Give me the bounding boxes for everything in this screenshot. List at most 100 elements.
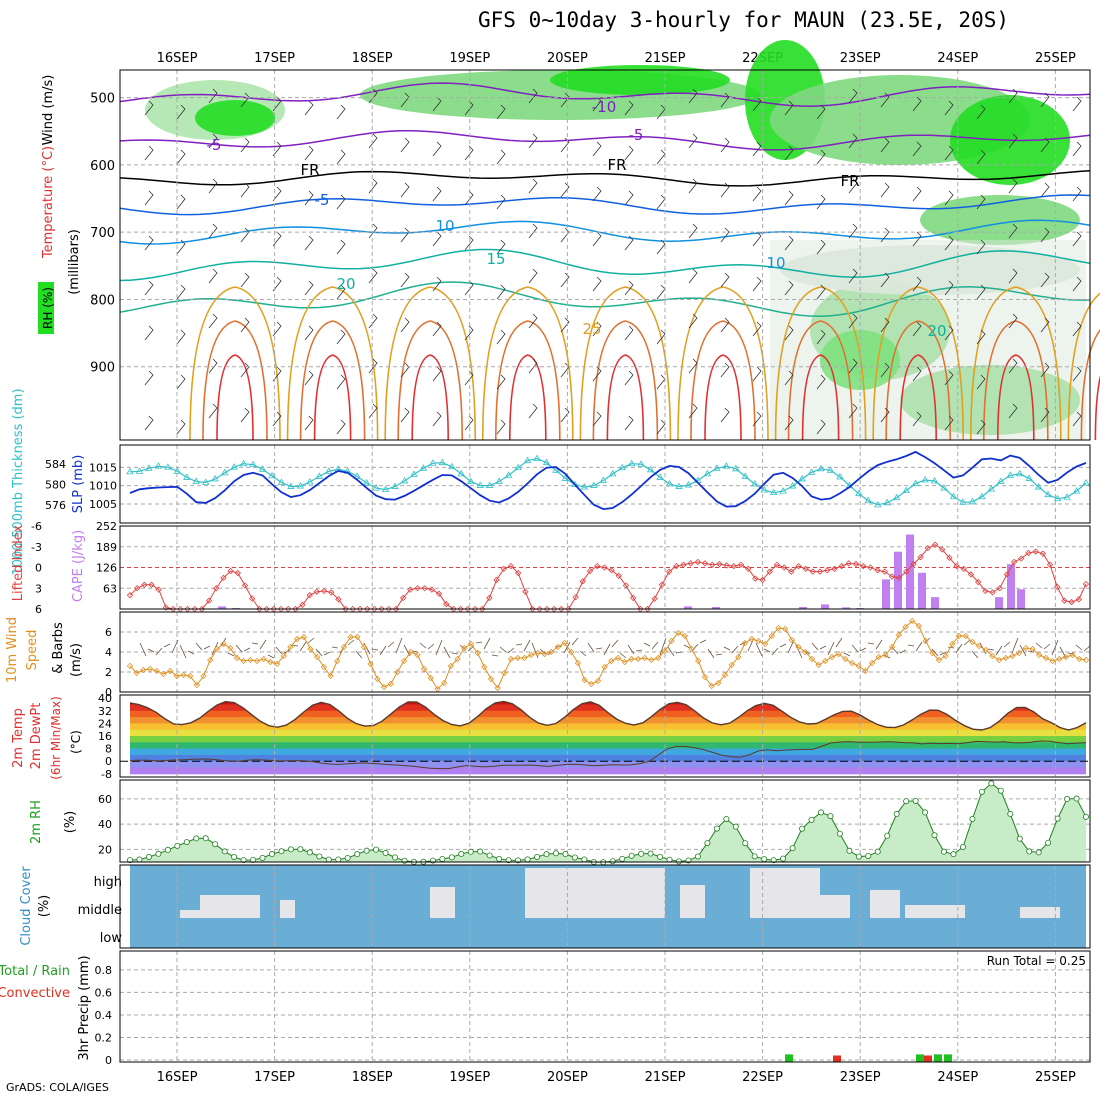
wind-barb <box>944 325 954 341</box>
contour-label: -5 <box>629 126 644 144</box>
lifted-index-series-point <box>227 567 234 575</box>
wind-barb <box>272 141 282 157</box>
lifted-index-series-point <box>737 561 745 568</box>
wind-barb-10m <box>291 644 299 647</box>
wind-10m-series-point <box>548 648 555 656</box>
rh-2m-series-point <box>704 840 711 847</box>
day-label-top: 23SEP <box>840 51 881 66</box>
wind-10m-series-point <box>822 657 829 665</box>
wind-barb <box>528 358 538 374</box>
wind-units-label: (m/s) <box>69 643 84 677</box>
wind-barb <box>432 141 442 157</box>
wind-10m-series-point <box>126 662 134 670</box>
rh-2m-series-point <box>392 854 399 861</box>
rh-legend-swatch <box>38 282 54 334</box>
cape-bar <box>821 604 829 609</box>
wind-barb <box>1072 96 1082 112</box>
wind-barb <box>720 137 730 153</box>
wind-barb <box>432 231 442 247</box>
temperature-contour-warm <box>202 320 268 441</box>
lifted-index-series-point <box>831 565 838 573</box>
lifted-index-series-point <box>665 568 673 575</box>
rh-2m-series-point <box>903 798 910 805</box>
thickness-series-point <box>1006 471 1014 478</box>
thickness-series-point <box>978 492 986 500</box>
wind-10m-series-point <box>240 657 247 665</box>
temp-tick-label: 40 <box>98 692 112 705</box>
wind-barb <box>688 268 698 284</box>
wind-barb-10m <box>595 647 603 650</box>
wind-barb <box>368 88 378 104</box>
rh-2m-series-point <box>354 851 361 858</box>
wind-barb <box>400 137 410 153</box>
wind-barb <box>720 92 730 108</box>
wind-barb <box>336 194 346 210</box>
lifted-index-series-point <box>752 575 759 582</box>
wind-10m-series-point <box>193 681 201 689</box>
wind-10m-series-point <box>233 654 241 662</box>
wind-barb-10m <box>947 646 955 649</box>
wind-barb <box>144 325 154 341</box>
lifted-index-series-point <box>888 573 896 580</box>
rh-2m-series-point <box>212 841 219 848</box>
lifted-index-series-point <box>328 589 335 596</box>
wind-barb <box>1072 411 1082 427</box>
lifted-index-series-point <box>234 569 241 577</box>
lifted-index-series-point <box>1061 597 1068 604</box>
cloud-block <box>870 890 900 918</box>
pressure-tick-label: 500 <box>90 92 115 107</box>
wind-10m-series-point <box>1015 649 1023 657</box>
thickness-series-point <box>1016 469 1024 477</box>
wind-barb <box>432 186 442 202</box>
rh-2m-series-point <box>268 851 275 858</box>
rh-2m-series-point <box>562 851 569 858</box>
wind-barb <box>848 133 858 149</box>
wind-barb-10m <box>1075 644 1083 651</box>
wind-10m-series-point <box>581 676 588 684</box>
rh-2m-series-point <box>297 846 304 853</box>
wind-barb <box>848 403 858 419</box>
lifted-index-series-point <box>1075 596 1082 603</box>
wind-10m-series-point <box>314 653 321 661</box>
wind-10m-series-point <box>320 663 328 671</box>
lifted-index-series-point <box>939 546 946 553</box>
wind-10m-series-point <box>327 672 334 680</box>
wind-barb <box>272 96 282 112</box>
thickness-series-point <box>306 477 314 485</box>
wind-barb <box>688 313 698 329</box>
wind-barb <box>944 235 954 251</box>
wind-barb <box>528 268 538 284</box>
wind-10m-series-point <box>1069 651 1076 659</box>
cloud-block <box>1020 907 1060 918</box>
thickness-tick-label: 576 <box>45 499 66 512</box>
wind-10m-series-point <box>748 635 755 643</box>
wind-barb-10m <box>571 637 579 646</box>
lifted-index-series-point <box>744 565 752 573</box>
temperature-axis-label: Temperature (°C) <box>41 146 56 259</box>
lifted-index-series-point <box>126 592 134 599</box>
wind-barb <box>208 358 218 374</box>
precip-tick-label: 0.6 <box>95 986 113 999</box>
rh-2m-series-point <box>174 842 181 849</box>
wind-barb-10m <box>307 637 315 644</box>
wind-barb <box>880 92 890 108</box>
wind-barb <box>528 223 538 239</box>
rh-2m-series-point <box>638 850 645 857</box>
temperature-band <box>130 723 1086 731</box>
rh-2m-series-point <box>609 858 616 865</box>
thickness-series-point <box>249 460 257 468</box>
wind-10m-series-point <box>882 651 889 659</box>
wind-barb-10m <box>267 654 275 659</box>
wind-10m-series-point <box>280 652 287 660</box>
lifted-index-tick-label: 6 <box>35 603 42 616</box>
lifted-index-series-point <box>615 572 622 579</box>
wind-barb <box>976 419 986 435</box>
wind-barb <box>752 96 762 112</box>
wind-barb <box>560 317 570 333</box>
temperature-contour-warm <box>216 354 254 441</box>
lifted-index-series-point <box>1046 561 1054 568</box>
wind-10m-series-point <box>568 648 575 656</box>
temp-2m-series <box>129 700 1087 731</box>
wind-10m-series-point <box>541 650 548 658</box>
